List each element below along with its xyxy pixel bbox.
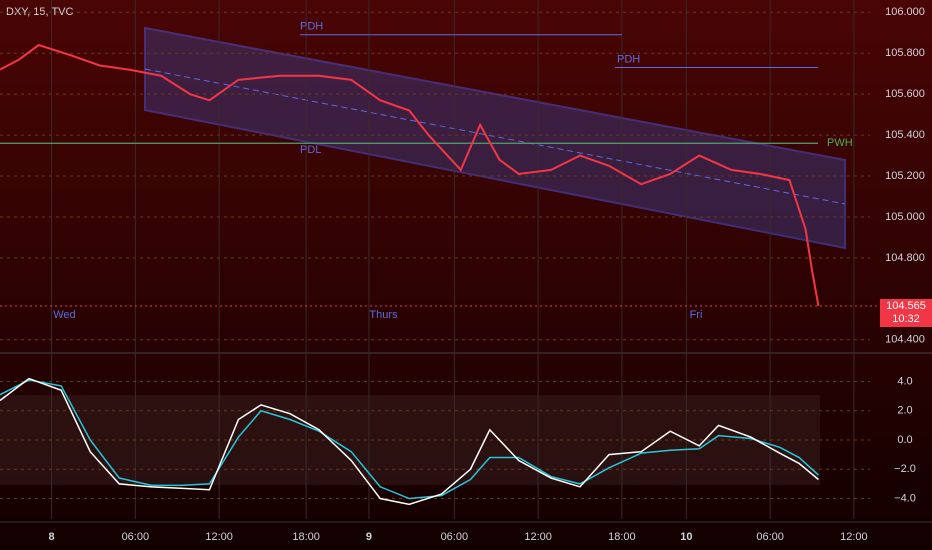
countdown-label: 10:32 xyxy=(892,313,920,325)
y-tick-label: 106.000 xyxy=(885,6,925,18)
oscillator-pane: 4.0 2.0 0.0 −2.0 −4.0 xyxy=(0,375,916,506)
x-tick-label: 18:00 xyxy=(608,531,636,543)
last-price-label: 104.565 xyxy=(886,300,926,312)
y-tick-label: 104.400 xyxy=(885,334,925,346)
series-line xyxy=(0,43,820,307)
x-tick-label: 18:00 xyxy=(292,531,320,543)
session-label: Thurs xyxy=(369,309,398,321)
x-tick-label: 12:00 xyxy=(205,531,233,543)
y-tick-label: 105.200 xyxy=(885,170,925,182)
y-tick-label: 105.000 xyxy=(885,211,925,223)
y-tick-label: 104.800 xyxy=(885,252,925,264)
y-tick-label: 0.0 xyxy=(897,434,912,446)
session-label: Wed xyxy=(53,309,75,321)
y-tick-label: 105.400 xyxy=(885,129,925,141)
y-tick-label: 105.600 xyxy=(885,88,925,100)
regression-channel xyxy=(144,26,846,250)
y-tick-label: −4.0 xyxy=(894,492,916,504)
osc-band xyxy=(0,395,820,485)
level-label: PDL xyxy=(300,144,321,156)
ticker: DXY, 15, TVC xyxy=(6,6,74,18)
channel-mid xyxy=(144,68,846,205)
x-tick-label: 10 xyxy=(680,531,692,543)
y-tick-label: −2.0 xyxy=(894,463,916,475)
x-tick-label: 8 xyxy=(48,531,54,543)
x-tick-label: 9 xyxy=(366,531,372,543)
x-tick-label: 06:00 xyxy=(441,531,469,543)
x-tick-label: 06:00 xyxy=(122,531,150,543)
x-tick-label: 12:00 xyxy=(840,531,868,543)
session-label: Fri xyxy=(690,309,703,321)
level-label: PDH xyxy=(300,21,323,33)
series-line xyxy=(0,377,819,506)
y-tick-label: 2.0 xyxy=(897,405,912,417)
level-label: PWH xyxy=(827,137,853,149)
series-line xyxy=(0,379,819,500)
x-tick-label: 06:00 xyxy=(756,531,784,543)
level-label: PDH xyxy=(617,53,640,65)
y-tick-label: 4.0 xyxy=(897,375,912,387)
last-price-box xyxy=(880,298,932,327)
y-tick-label: 105.800 xyxy=(885,47,925,59)
x-tick-label: 12:00 xyxy=(524,531,552,543)
